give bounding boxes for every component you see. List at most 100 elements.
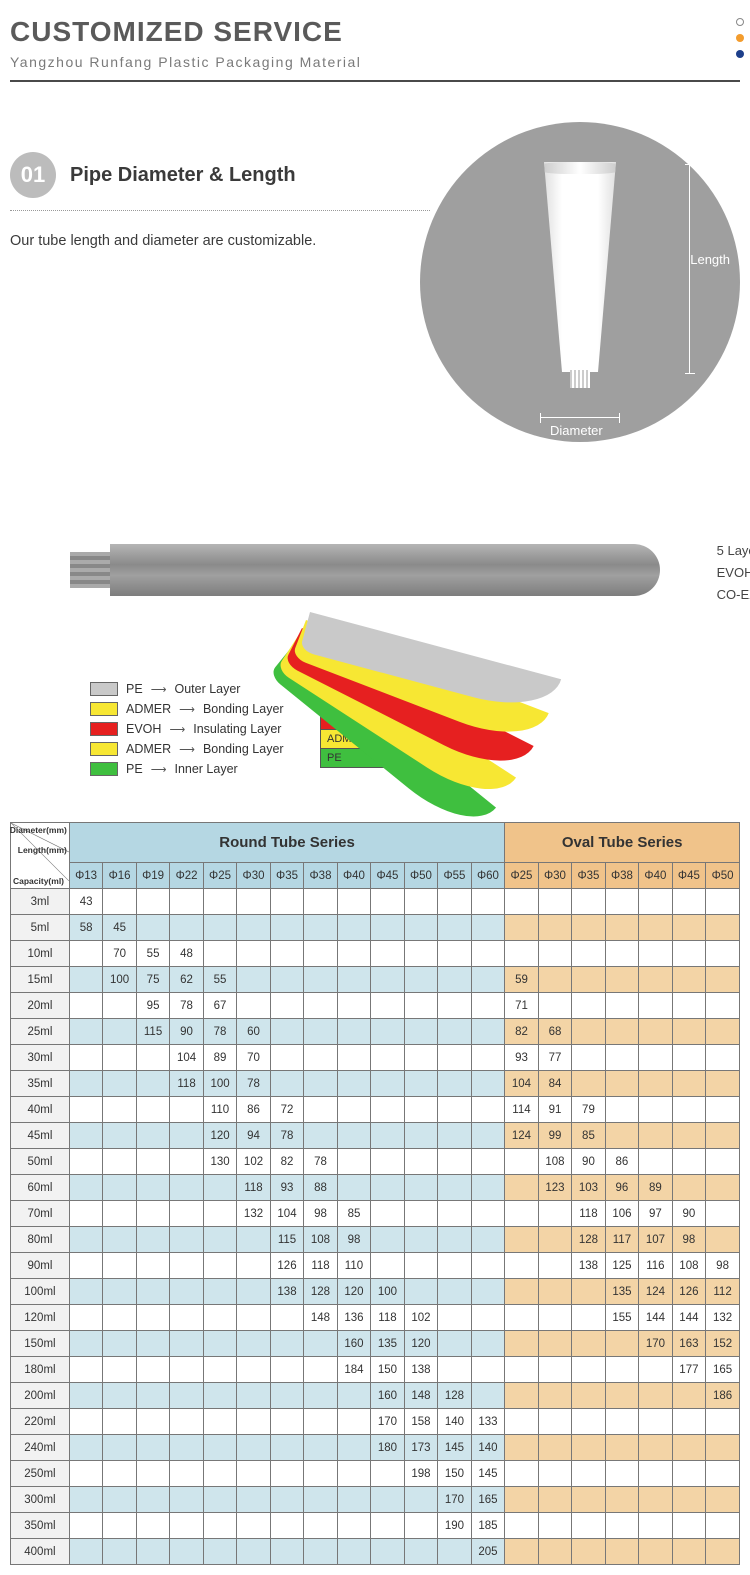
table-cell xyxy=(337,1461,370,1487)
table-cell xyxy=(203,1279,236,1305)
table-cell xyxy=(438,889,471,915)
table-cell: 103 xyxy=(572,1175,605,1201)
table-cell xyxy=(639,1461,672,1487)
table-cell xyxy=(538,1357,571,1383)
table-cell xyxy=(639,967,672,993)
table-cell: 102 xyxy=(237,1149,270,1175)
diameter-label: Diameter xyxy=(550,423,603,438)
table-cell xyxy=(69,1305,102,1331)
table-cell xyxy=(605,1383,638,1409)
table-cell xyxy=(471,1019,505,1045)
table-cell xyxy=(270,1383,303,1409)
table-cell xyxy=(639,1097,672,1123)
table-cell xyxy=(572,1305,605,1331)
table-cell xyxy=(203,889,236,915)
table-cell xyxy=(471,1123,505,1149)
table-cell: 98 xyxy=(706,1253,740,1279)
length-label: Length xyxy=(690,252,730,267)
table-cell xyxy=(538,1539,571,1565)
table-cell xyxy=(672,1539,705,1565)
table-cell xyxy=(639,1435,672,1461)
size-table: Diameter(mm)Length(mm)Capacity(ml)Round … xyxy=(10,822,740,1565)
table-cell xyxy=(337,1149,370,1175)
table-cell xyxy=(505,1227,538,1253)
table-cell xyxy=(404,1123,437,1149)
table-cell xyxy=(538,1227,571,1253)
diameter-header: Φ30 xyxy=(538,863,571,889)
table-cell xyxy=(103,1201,136,1227)
table-cell: 62 xyxy=(170,967,203,993)
table-corner: Diameter(mm)Length(mm)Capacity(ml) xyxy=(11,823,70,889)
table-cell xyxy=(170,1149,203,1175)
table-cell xyxy=(538,1513,571,1539)
table-cell xyxy=(237,1461,270,1487)
table-cell xyxy=(69,1149,102,1175)
table-cell: 152 xyxy=(706,1331,740,1357)
table-cell: 145 xyxy=(471,1461,505,1487)
table-cell xyxy=(170,1461,203,1487)
table-cell: 170 xyxy=(371,1409,404,1435)
table-cell xyxy=(404,1279,437,1305)
layers-diagram: 5 Layer EVOH CO-EX PEADMEREVOHADMERPE PE… xyxy=(10,522,740,812)
diameter-header: Φ55 xyxy=(438,863,471,889)
table-cell xyxy=(605,1513,638,1539)
table-cell xyxy=(572,1071,605,1097)
table-cell xyxy=(69,1409,102,1435)
table-cell xyxy=(170,1435,203,1461)
table-cell xyxy=(170,1253,203,1279)
table-cell xyxy=(337,1409,370,1435)
table-cell: 118 xyxy=(304,1253,337,1279)
table-cell xyxy=(371,1045,404,1071)
table-cell: 118 xyxy=(170,1071,203,1097)
table-cell xyxy=(605,1409,638,1435)
capacity-cell: 50ml xyxy=(11,1149,70,1175)
table-cell xyxy=(505,1331,538,1357)
capacity-cell: 5ml xyxy=(11,915,70,941)
table-cell xyxy=(371,993,404,1019)
table-row: 10ml705548 xyxy=(11,941,740,967)
table-cell: 98 xyxy=(672,1227,705,1253)
table-cell xyxy=(471,1357,505,1383)
table-cell xyxy=(371,1019,404,1045)
table-row: 240ml180173145140 xyxy=(11,1435,740,1461)
table-cell xyxy=(337,967,370,993)
table-cell xyxy=(672,993,705,1019)
table-cell xyxy=(237,1435,270,1461)
table-cell xyxy=(69,1097,102,1123)
table-cell: 78 xyxy=(170,993,203,1019)
table-cell xyxy=(672,967,705,993)
table-cell: 94 xyxy=(237,1123,270,1149)
table-cell xyxy=(672,1123,705,1149)
table-cell xyxy=(639,1071,672,1097)
table-cell xyxy=(170,1383,203,1409)
table-cell xyxy=(605,1097,638,1123)
table-cell xyxy=(237,915,270,941)
table-cell xyxy=(371,1175,404,1201)
table-cell xyxy=(69,1487,102,1513)
table-row: 200ml160148128186 xyxy=(11,1383,740,1409)
table-cell: 145 xyxy=(438,1435,471,1461)
table-cell xyxy=(706,1409,740,1435)
table-cell xyxy=(270,1331,303,1357)
table-cell xyxy=(572,915,605,941)
table-cell xyxy=(304,1123,337,1149)
table-cell xyxy=(505,889,538,915)
table-cell xyxy=(103,1357,136,1383)
table-cell xyxy=(572,967,605,993)
table-cell: 144 xyxy=(672,1305,705,1331)
diameter-header: Φ38 xyxy=(304,863,337,889)
table-cell xyxy=(69,941,102,967)
table-cell: 124 xyxy=(639,1279,672,1305)
table-cell: 184 xyxy=(337,1357,370,1383)
table-cell xyxy=(505,1383,538,1409)
table-cell xyxy=(605,967,638,993)
table-cell xyxy=(203,915,236,941)
table-cell xyxy=(605,889,638,915)
table-cell xyxy=(103,1097,136,1123)
table-row: 70ml13210498851181069790 xyxy=(11,1201,740,1227)
table-row: 5ml5845 xyxy=(11,915,740,941)
table-cell xyxy=(69,1175,102,1201)
diameter-header: Φ30 xyxy=(237,863,270,889)
table-cell xyxy=(337,1045,370,1071)
table-cell xyxy=(237,1279,270,1305)
